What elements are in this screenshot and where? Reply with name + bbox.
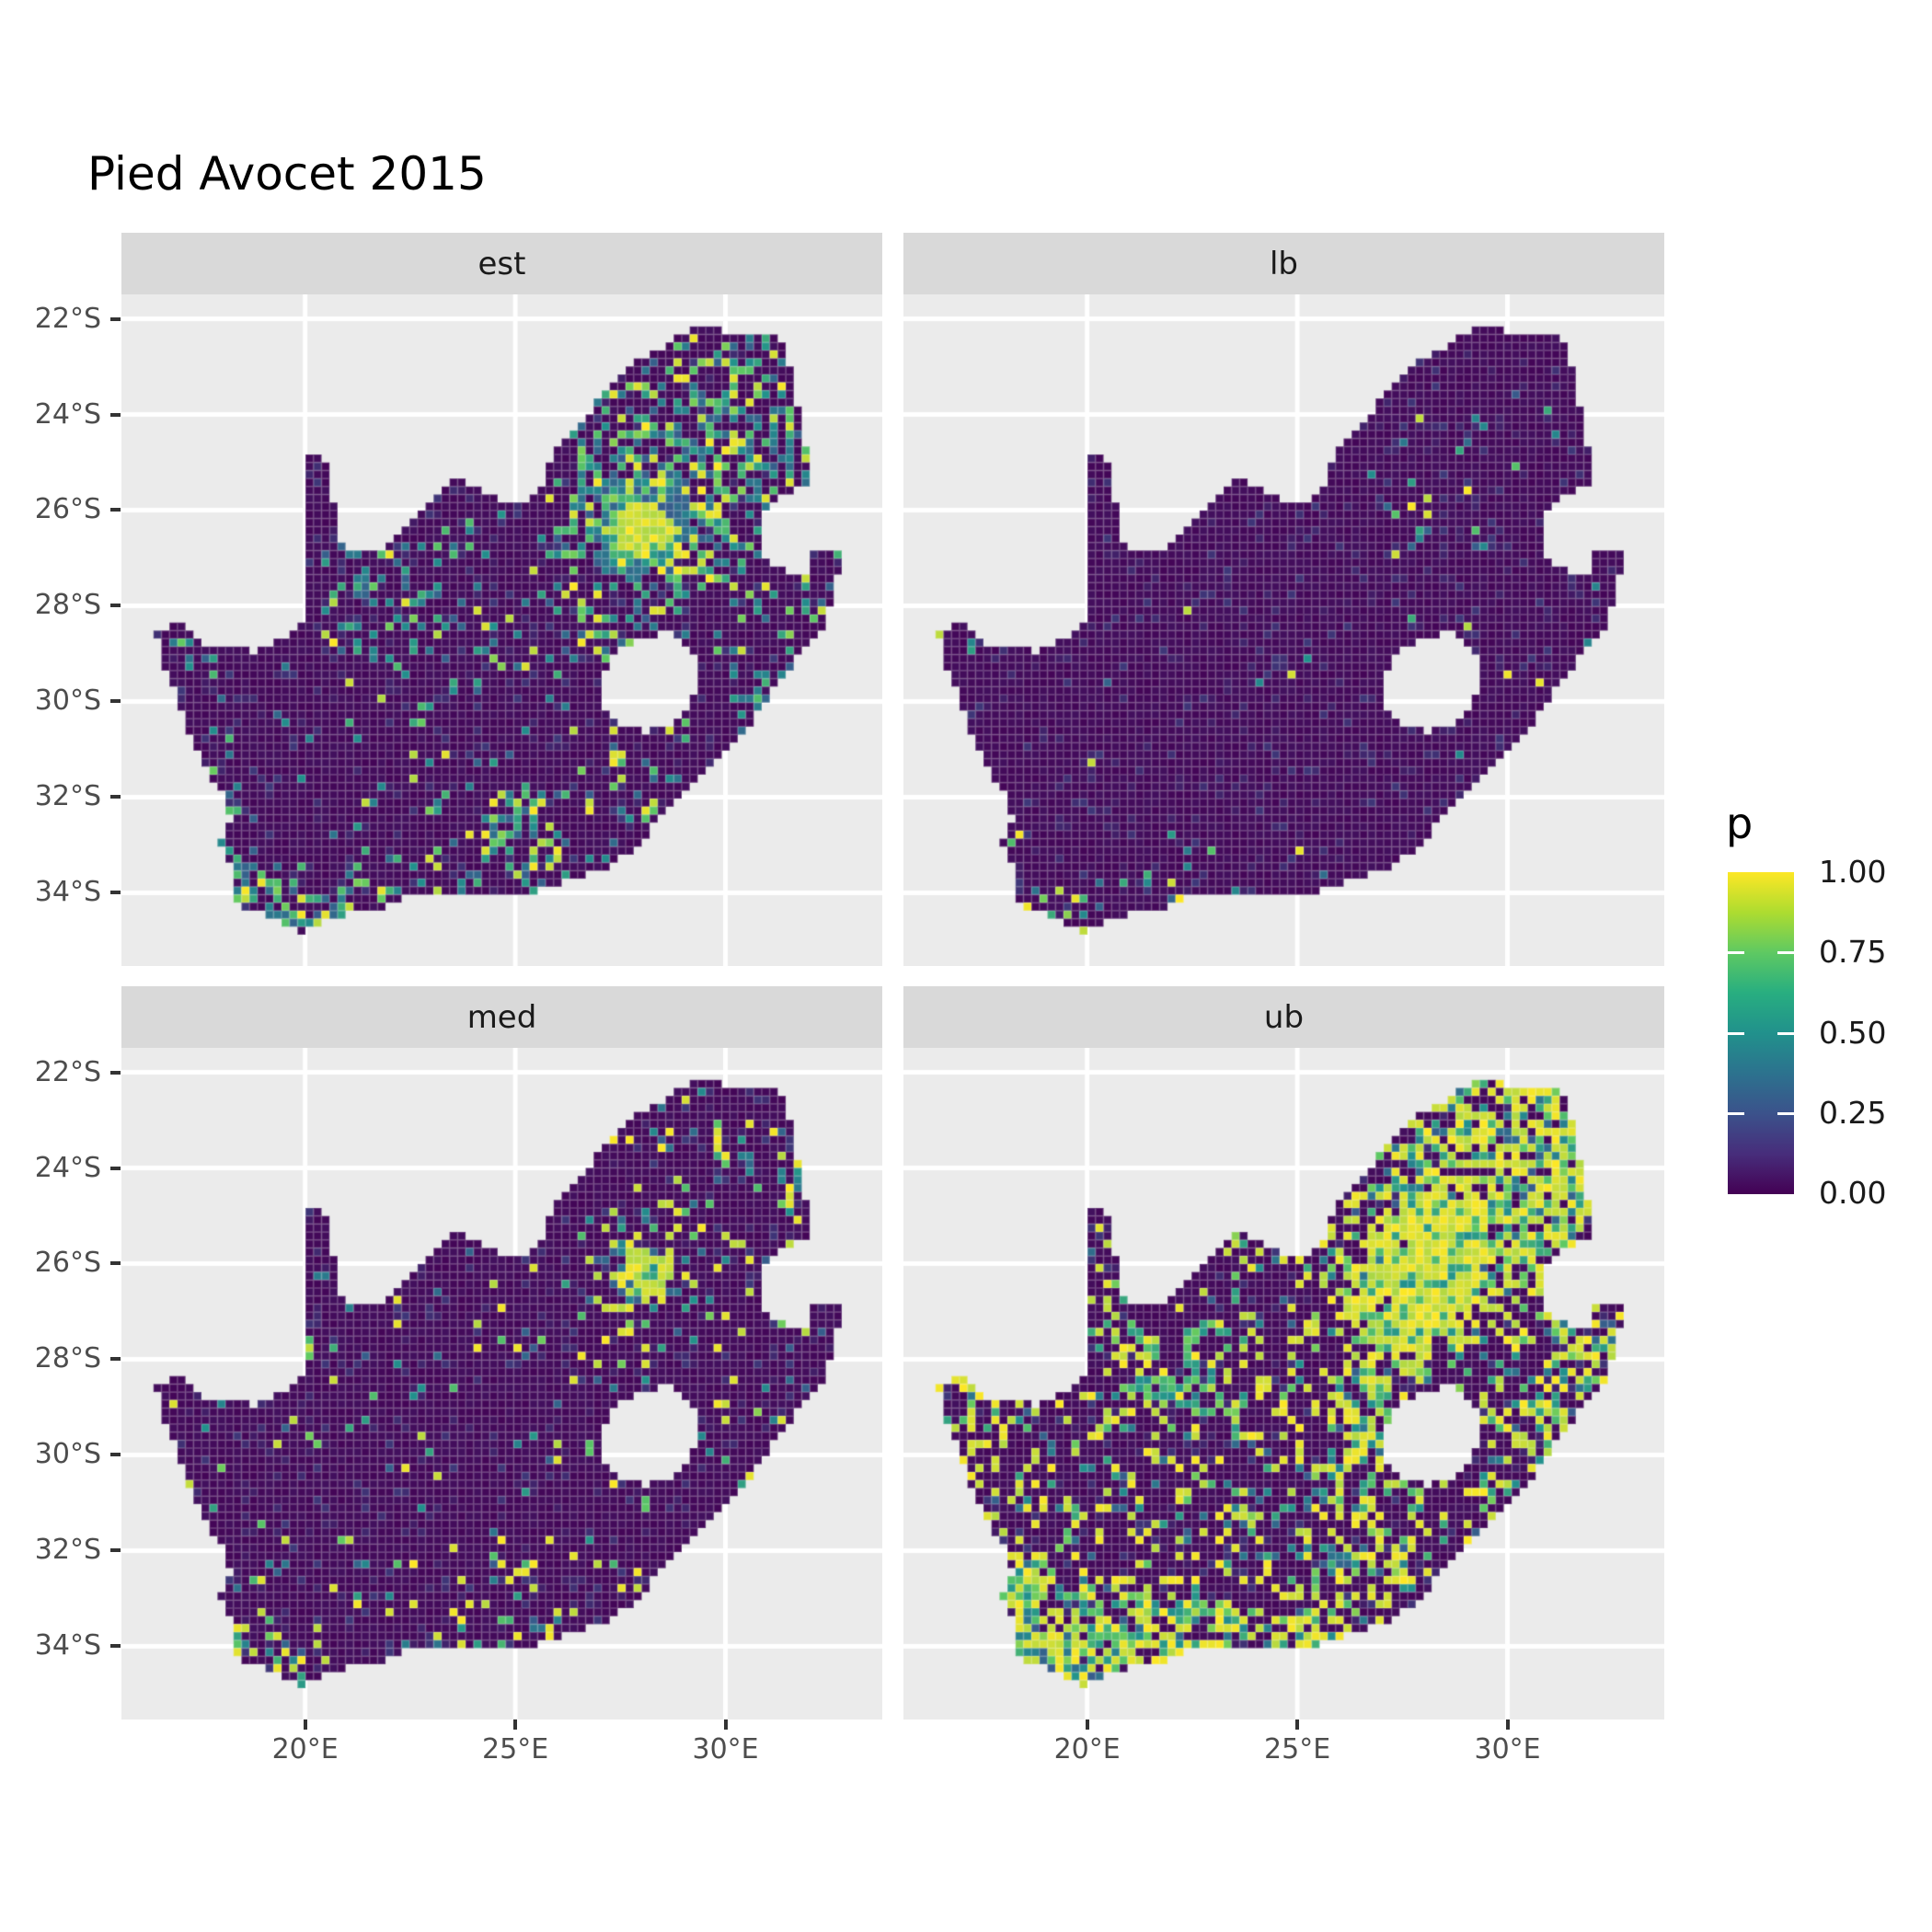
legend-label: 1.00 xyxy=(1819,854,1887,890)
y-axis-tick xyxy=(110,1070,121,1075)
map-panel-med xyxy=(121,1048,882,1719)
x-axis-tick xyxy=(1295,1719,1300,1730)
facet-strip-lb: lb xyxy=(903,233,1664,294)
legend-colorbar-tick xyxy=(1728,1111,1744,1115)
facet-strip-label-ub: ub xyxy=(1263,998,1305,1036)
y-axis-tick xyxy=(110,1548,121,1553)
y-axis-tick xyxy=(110,891,121,895)
x-axis-tick xyxy=(303,1719,307,1730)
x-axis-label: 30°E xyxy=(1474,1733,1541,1765)
map-panel-est xyxy=(121,294,882,966)
x-axis-tick xyxy=(723,1719,728,1730)
y-axis-tick xyxy=(110,412,121,417)
map-canvas-est xyxy=(121,294,882,966)
x-axis-label: 25°E xyxy=(482,1733,549,1765)
x-axis-tick xyxy=(1505,1719,1510,1730)
legend-label: 0.50 xyxy=(1819,1014,1887,1051)
y-axis-tick xyxy=(110,1644,121,1649)
map-panel-ub xyxy=(903,1048,1664,1719)
x-axis-label: 25°E xyxy=(1264,1733,1331,1765)
facet-strip-ub: ub xyxy=(903,986,1664,1048)
legend-colorbar-tick xyxy=(1777,1111,1794,1115)
y-axis-tick xyxy=(110,1453,121,1457)
legend-label: 0.75 xyxy=(1819,934,1887,971)
legend-colorbar-tick xyxy=(1777,951,1794,955)
y-axis-label: 22°S xyxy=(34,1055,101,1088)
y-axis-tick xyxy=(110,1261,121,1266)
y-axis-label: 28°S xyxy=(34,1342,101,1375)
facet-strip-label-lb: lb xyxy=(1269,245,1299,282)
legend-label: 0.00 xyxy=(1819,1175,1887,1211)
plot-title: Pied Avocet 2015 xyxy=(87,147,487,201)
x-axis-label: 20°E xyxy=(271,1733,339,1765)
facet-strip-label-med: med xyxy=(466,998,537,1036)
y-axis-tick xyxy=(110,795,121,799)
x-axis-tick xyxy=(513,1719,518,1730)
map-panel-lb xyxy=(903,294,1664,966)
x-axis-tick xyxy=(1085,1719,1089,1730)
y-axis-label: 24°S xyxy=(34,1151,101,1184)
legend-title: p xyxy=(1726,799,1754,848)
y-axis-tick xyxy=(110,316,121,321)
y-axis-tick xyxy=(110,604,121,608)
y-axis-label: 34°S xyxy=(34,876,101,909)
y-axis-label: 30°S xyxy=(34,1438,101,1471)
y-axis-label: 26°S xyxy=(34,1247,101,1280)
legend-label: 0.25 xyxy=(1819,1094,1887,1131)
map-canvas-med xyxy=(121,1048,882,1719)
legend-colorbar-tick xyxy=(1728,951,1744,955)
x-axis-label: 20°E xyxy=(1053,1733,1121,1765)
y-axis-label: 24°S xyxy=(34,397,101,431)
legend-colorbar-tick xyxy=(1777,1031,1794,1035)
y-axis-label: 30°S xyxy=(34,684,101,718)
y-axis-tick xyxy=(110,1357,121,1362)
y-axis-tick xyxy=(110,699,121,704)
map-canvas-ub xyxy=(903,1048,1664,1719)
facet-strip-med: med xyxy=(121,986,882,1048)
y-axis-tick xyxy=(110,1166,121,1170)
facet-strip-est: est xyxy=(121,233,882,294)
y-axis-label: 22°S xyxy=(34,302,101,335)
y-axis-label: 26°S xyxy=(34,493,101,526)
legend-colorbar-tick xyxy=(1728,1031,1744,1035)
y-axis-label: 34°S xyxy=(34,1629,101,1662)
y-axis-label: 32°S xyxy=(34,780,101,813)
x-axis-label: 30°E xyxy=(692,1733,759,1765)
y-axis-label: 32°S xyxy=(34,1534,101,1567)
map-canvas-lb xyxy=(903,294,1664,966)
facet-strip-label-est: est xyxy=(477,245,526,282)
y-axis-label: 28°S xyxy=(34,589,101,622)
y-axis-tick xyxy=(110,508,121,512)
